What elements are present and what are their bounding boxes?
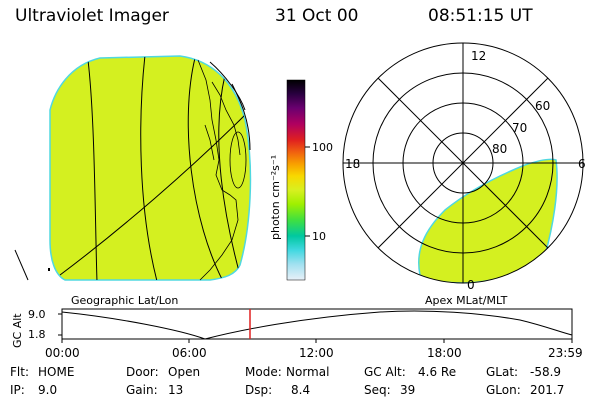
altitude-y-tick-label: 1.8 xyxy=(28,328,46,341)
mlat-label-60: 60 xyxy=(535,99,550,113)
app-title: Ultraviolet Imager xyxy=(15,6,169,26)
gc-alt-key: GC Alt: xyxy=(364,365,406,379)
geo-panel-label: Geographic Lat/Lon xyxy=(71,294,179,307)
dsp-key: Dsp: xyxy=(245,383,273,397)
time-axis-label: 12:00 xyxy=(299,346,334,360)
date-label: 31 Oct 00 xyxy=(275,6,359,26)
altitude-curve xyxy=(61,310,573,340)
ip-value: 9.0 xyxy=(38,383,58,397)
gain-key: Gain: xyxy=(126,383,158,397)
geo-grid xyxy=(59,56,251,280)
outer-grid-line xyxy=(231,83,251,151)
time-axis-label: 18:00 xyxy=(427,346,462,360)
auroral-image-geographic xyxy=(49,55,252,281)
outer-grid-line xyxy=(209,61,246,111)
ip-key: IP: xyxy=(10,383,25,397)
apex-polar-plot: 12 18 6 0 60 70 80 xyxy=(342,42,586,292)
gain-value: 13 xyxy=(168,383,184,397)
colorbar-unit-label: photon cm⁻²s⁻¹ xyxy=(269,155,282,240)
glon-value: 201.7 xyxy=(530,383,565,397)
altitude-y-tick-label: 9.0 xyxy=(28,308,46,321)
mlt-label-06: 6 xyxy=(578,157,586,171)
mode-key: Mode: xyxy=(245,365,282,379)
glat-value: -58.9 xyxy=(530,365,562,379)
mlt-label-12: 12 xyxy=(471,49,486,63)
altitude-axis-label: GC Alt xyxy=(11,313,24,348)
colorbar-tick-label: 10 xyxy=(312,230,326,243)
altitude-strip xyxy=(58,308,573,343)
flight-value: HOME xyxy=(38,365,75,379)
marker-dot xyxy=(48,268,50,271)
outer-grid-line xyxy=(14,249,29,281)
seq-value: 39 xyxy=(400,383,416,397)
glon-key: GLon: xyxy=(486,383,521,397)
gc-alt-value: 4.6 Re xyxy=(418,365,457,379)
flight-key: Flt: xyxy=(10,365,29,379)
mlt-label-18: 18 xyxy=(345,157,360,171)
apex-panel-label: Apex MLat/MLT xyxy=(425,294,508,307)
time-label: 08:51:15 UT xyxy=(428,6,533,26)
time-axis-label: 23:59 xyxy=(548,346,583,360)
time-axis-label: 00:00 xyxy=(45,346,80,360)
altitude-strip-frame xyxy=(61,308,573,340)
mlat-label-70: 70 xyxy=(512,121,527,135)
glat-key: GLat: xyxy=(486,365,519,379)
geographic-map xyxy=(14,55,252,281)
colorbar: 100 10 photon cm⁻²s⁻¹ xyxy=(269,79,333,281)
seq-key: Seq: xyxy=(364,383,391,397)
mlat-label-80: 80 xyxy=(492,142,507,156)
door-key: Door: xyxy=(126,365,159,379)
mode-value: Normal xyxy=(286,365,330,379)
polar-grid xyxy=(342,42,584,284)
dsp-value: 8.4 xyxy=(291,383,311,397)
coastline xyxy=(197,59,247,281)
colorbar-gradient xyxy=(286,79,306,281)
time-axis-label: 06:00 xyxy=(172,346,207,360)
door-value: Open xyxy=(168,365,201,379)
mlt-label-00: 0 xyxy=(467,278,475,292)
auroral-image-apex xyxy=(418,158,558,283)
colorbar-tick-label: 100 xyxy=(312,141,333,154)
